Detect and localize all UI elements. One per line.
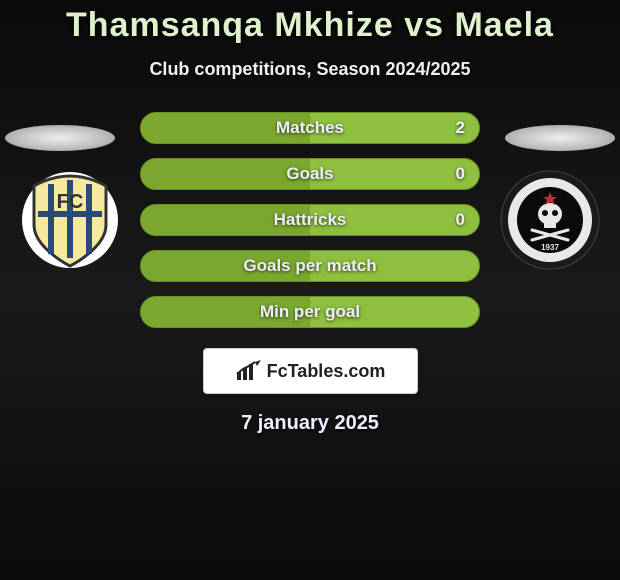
stat-row-hattricks: Hattricks 0 [140,204,480,236]
stat-row-min-per-goal: Min per goal [140,296,480,328]
stat-label: Min per goal [260,302,360,322]
date-label: 7 january 2025 [0,412,620,435]
watermark-box: FcTables.com [203,348,418,394]
crest-year: 1937 [541,243,559,252]
stat-label: Goals [286,164,333,184]
disc-left [5,125,115,151]
club-crest-right: 1937 [500,170,600,270]
stat-row-matches: Matches 2 [140,112,480,144]
stat-label: Matches [276,118,344,138]
stats-container: Matches 2 Goals 0 Hattricks 0 Goals per … [140,112,480,328]
stat-label: Goals per match [243,256,376,276]
stat-fill [141,159,310,189]
svg-text:FC: FC [57,191,84,213]
stat-value: 0 [456,164,465,184]
club-crest-left: FC [20,170,120,270]
page-title: Thamsanqa Mkhize vs Maela [0,0,620,45]
page-subtitle: Club competitions, Season 2024/2025 [0,59,620,80]
chart-icon [235,360,263,382]
stat-row-goals-per-match: Goals per match [140,250,480,282]
stat-value: 2 [456,118,465,138]
stat-label: Hattricks [274,210,347,230]
disc-right [505,125,615,151]
watermark-text: FcTables.com [267,361,386,382]
stat-value: 0 [456,210,465,230]
stat-row-goals: Goals 0 [140,158,480,190]
